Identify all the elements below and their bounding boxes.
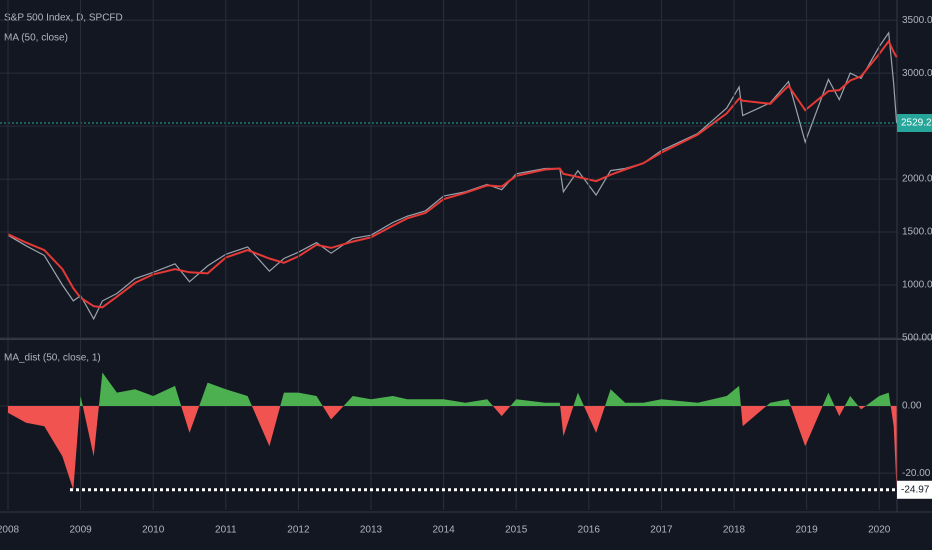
x-tick-label: 2017: [650, 525, 673, 536]
current-price-box: [897, 113, 932, 132]
last-value-box: [897, 480, 932, 499]
x-tick-label: 2019: [795, 525, 818, 536]
pane-title: MA_dist (50, close, 1): [4, 353, 101, 364]
x-tick-label: 2010: [142, 525, 165, 536]
negative-area: [8, 406, 897, 490]
x-tick-label: 2011: [215, 525, 237, 536]
y-tick-label: 1500.00: [902, 227, 932, 238]
legend-entry: MA (50, close): [4, 33, 68, 44]
positive-area: [8, 372, 897, 407]
y-tick-label: 1000.00: [902, 280, 932, 291]
plot: 500.001000.001500.002000.002500.003000.0…: [0, 0, 932, 536]
x-tick-label: 2016: [578, 525, 601, 536]
x-tick-label: 2008: [0, 525, 20, 536]
y-tick-label: 2000.00: [902, 174, 932, 185]
y-tick-label: 500.00: [902, 333, 932, 344]
x-tick-label: 2012: [287, 525, 310, 536]
x-tick-label: 2015: [505, 525, 528, 536]
x-tick-label: 2018: [723, 525, 746, 536]
y-tick-label: 3000.00: [902, 68, 932, 79]
y-tick-label: 3500.00: [902, 15, 932, 26]
current-price-label: 2529.20: [901, 118, 932, 129]
y-tick-label: 0.00: [902, 401, 922, 412]
price-line: [7, 39, 898, 309]
x-tick-label: 2009: [69, 525, 92, 536]
x-tick-label: 2014: [432, 525, 455, 536]
x-tick-label: 2013: [360, 525, 383, 536]
last-value-label: -24.97: [901, 484, 930, 495]
pane-title: S&P 500 Index, D, SPCFD: [4, 13, 123, 24]
y-tick-label: -20.00: [902, 468, 931, 479]
x-tick-label: 2020: [868, 525, 891, 536]
